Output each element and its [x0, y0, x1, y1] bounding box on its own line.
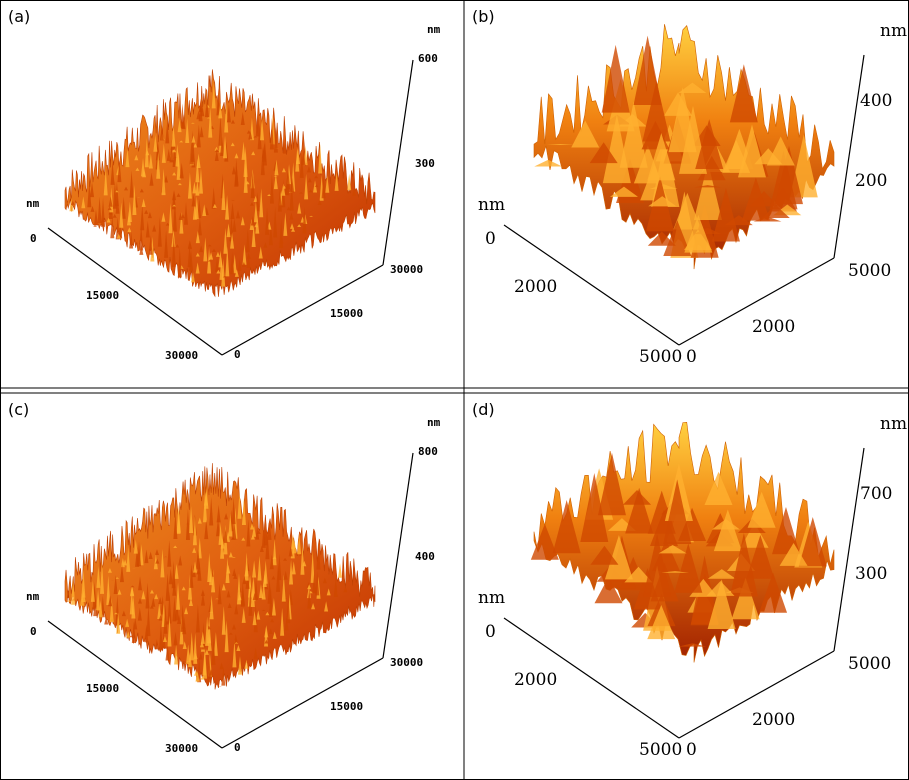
x-tick-label: 5000	[848, 654, 891, 674]
y-tick-label: 5000	[639, 347, 682, 367]
z-tick-label: 600	[418, 52, 438, 65]
z-tick-label: 700	[860, 484, 892, 504]
y-tick-label: 0	[485, 622, 496, 642]
y-tick-label: 2000	[514, 277, 557, 297]
surface	[65, 463, 375, 689]
y-tick-label: 15000	[86, 289, 119, 302]
z-unit: nm	[880, 414, 907, 434]
panel: (c) nm nm 800 400 0 15000 30000 0 15000 30000	[8, 400, 441, 755]
panel-label: (c)	[8, 400, 29, 419]
y-tick-label: 5000	[639, 740, 682, 760]
x-tick-label: 5000	[848, 261, 891, 281]
panel-label: (b)	[472, 7, 495, 26]
z-tick-label: 400	[415, 550, 435, 563]
panel: (d)nmnm700300020005000020005000	[472, 400, 907, 760]
x-tick-label: 0	[234, 741, 241, 754]
left-unit: nm	[26, 590, 40, 603]
x-tick-label: 0	[234, 348, 241, 361]
z-tick-label: 300	[855, 564, 887, 584]
panel-label: (d)	[472, 400, 495, 419]
panel: (b)nmnm400200020005000020005000	[472, 7, 907, 367]
z-unit: nm	[427, 23, 441, 36]
panel: (a) nm nm 600 300 0 15000 30000 0 15000 30000	[8, 7, 441, 362]
surface-peak	[534, 160, 562, 167]
y-tick-label: 0	[485, 229, 496, 249]
x-tick-label: 2000	[752, 317, 795, 337]
axis-line	[383, 60, 413, 265]
axis-line	[383, 453, 413, 658]
left-unit: nm	[478, 588, 505, 608]
y-tick-label: 15000	[86, 682, 119, 695]
z-unit: nm	[427, 416, 441, 429]
y-tick-label: 0	[30, 232, 37, 245]
x-tick-label: 15000	[330, 307, 363, 320]
z-tick-label: 300	[415, 157, 435, 170]
y-tick-label: 30000	[165, 349, 198, 362]
x-tick-label: 30000	[390, 656, 423, 669]
surface-peak	[93, 225, 97, 226]
z-tick-label: 800	[418, 445, 438, 458]
x-tick-label: 0	[686, 347, 697, 367]
x-tick-label: 15000	[330, 700, 363, 713]
left-unit: nm	[26, 197, 40, 210]
panel-label: (a)	[8, 7, 30, 26]
left-unit: nm	[478, 195, 505, 215]
z-tick-label: 200	[855, 171, 887, 191]
axis-line	[834, 448, 864, 651]
y-tick-label: 0	[30, 625, 37, 638]
y-tick-label: 2000	[514, 670, 557, 690]
axis-line	[834, 55, 864, 258]
x-tick-label: 30000	[390, 263, 423, 276]
figure: (a)nmnm6003000150003000001500030000(b)nm…	[0, 0, 909, 780]
x-tick-label: 2000	[752, 710, 795, 730]
surface-peak	[730, 64, 758, 122]
y-tick-label: 30000	[165, 742, 198, 755]
surface-peak	[338, 563, 342, 578]
x-tick-label: 0	[686, 740, 697, 760]
z-tick-label: 400	[860, 91, 892, 111]
z-unit: nm	[880, 21, 907, 41]
